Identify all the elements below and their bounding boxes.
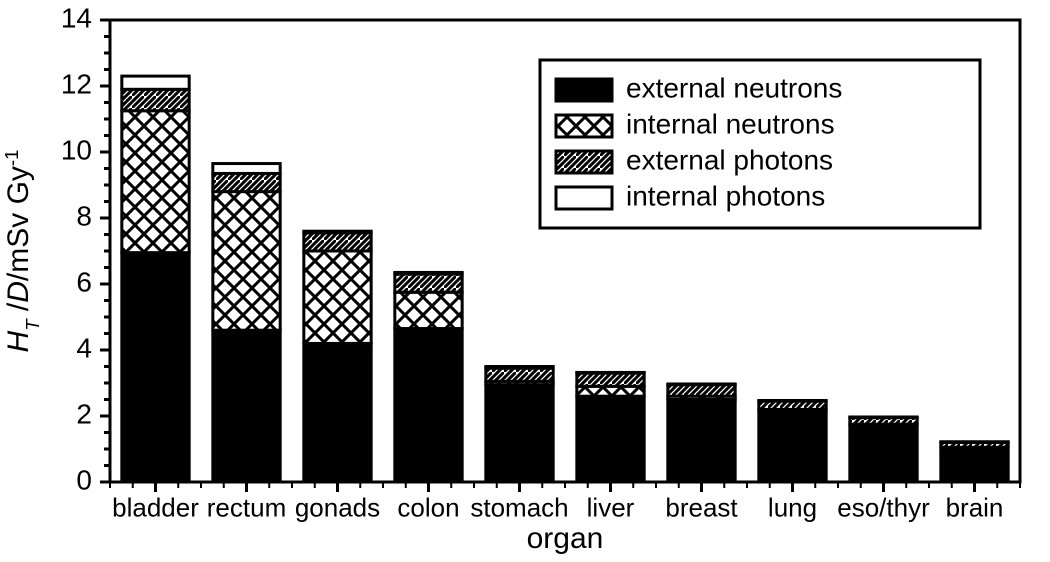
stacked-bar-chart: 0 2 4 6 8 10 12 14 bladder rectum gonads colon stoma… (0, 0, 1050, 562)
y-tick-label: 12 (61, 68, 92, 99)
bar-segment (486, 367, 553, 369)
x-category-label: stomach (470, 493, 568, 523)
y-tick-label: 0 (76, 464, 92, 495)
bar-segment (395, 272, 462, 274)
bar-segment (395, 274, 462, 292)
x-category-label: lung (768, 493, 817, 523)
bar-segment (668, 385, 735, 397)
bar-segment (577, 372, 644, 373)
bar-segment (395, 329, 462, 482)
bar-segment (304, 231, 371, 233)
legend-label: internal photons (626, 180, 825, 211)
bar-segment (395, 292, 462, 328)
y-tick-label: 10 (61, 134, 92, 165)
y-tick-label: 6 (76, 266, 92, 297)
bar-segment (759, 400, 826, 401)
y-tick-label: 2 (76, 398, 92, 429)
y-tick-label: 8 (76, 200, 92, 231)
bar-segment (304, 343, 371, 482)
x-category-label: breast (665, 493, 738, 523)
bar-segment (577, 396, 644, 482)
bar-segment (941, 447, 1008, 482)
y-tick-label: 14 (61, 2, 92, 33)
bar-segment (486, 385, 553, 482)
bar-segment (213, 173, 280, 191)
bar-segment (213, 192, 280, 331)
legend-label: external photons (626, 144, 833, 175)
bar-segment (486, 368, 553, 381)
bar-segment (941, 442, 1008, 443)
x-category-label: brain (946, 493, 1004, 523)
bar-segment (850, 424, 917, 482)
legend-label: internal neutrons (626, 108, 835, 139)
chart-container: 0 2 4 6 8 10 12 14 bladder rectum gonads colon stoma… (0, 0, 1050, 562)
bar-segment (213, 330, 280, 482)
bar-segment (304, 251, 371, 343)
bar-segment (122, 111, 189, 253)
bar-segment (577, 373, 644, 386)
x-category-label: gonads (295, 493, 380, 523)
bar-segment (213, 164, 280, 174)
x-category-label: eso/thyr (837, 493, 930, 523)
x-category-label: bladder (112, 493, 199, 523)
bar-segment (122, 89, 189, 110)
bar-segment (850, 417, 917, 418)
legend-swatch (556, 79, 612, 101)
x-axis-label: organ (527, 522, 604, 555)
x-category-label: colon (397, 493, 459, 523)
bar-segment (668, 384, 735, 385)
bar-segment (122, 253, 189, 482)
x-category-label: liver (587, 493, 635, 523)
x-category-label: rectum (207, 493, 286, 523)
y-tick-label: 4 (76, 332, 92, 363)
bar-segment (759, 409, 826, 482)
legend-swatch (556, 151, 612, 173)
legend-swatch (556, 115, 612, 137)
legend-swatch (556, 187, 612, 209)
legend-label: external neutrons (626, 72, 842, 103)
bar-segment (122, 76, 189, 89)
bar-segment (304, 233, 371, 251)
bar-segment (668, 400, 735, 483)
